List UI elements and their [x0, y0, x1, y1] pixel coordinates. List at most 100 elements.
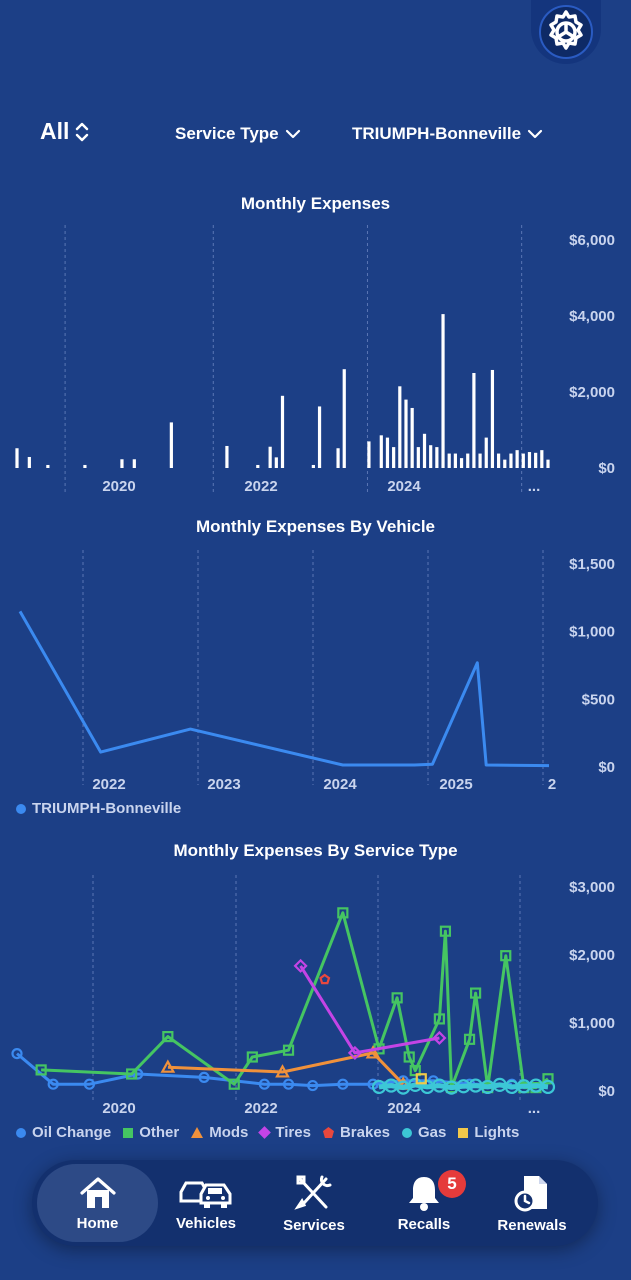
- bar: [317, 406, 322, 468]
- series-line: [18, 610, 550, 768]
- x-tick-label: 2020: [102, 478, 135, 495]
- bar: [540, 450, 544, 468]
- by-vehicle-title: Monthly Expenses By Vehicle: [195, 517, 436, 536]
- series-line: [299, 965, 440, 1055]
- bar: [120, 459, 124, 468]
- data-point: [337, 907, 349, 919]
- bar: [515, 450, 519, 468]
- legend-marker: [458, 1127, 469, 1138]
- legend-marker: [258, 1126, 272, 1139]
- data-point: [409, 1065, 421, 1077]
- period-label: All: [40, 118, 70, 144]
- bar: [342, 369, 346, 468]
- data-point: [365, 1045, 381, 1059]
- tab-recalls-label: Recalls: [397, 1215, 451, 1233]
- vehicle-label: TRIUMPH-Bonneville: [352, 124, 522, 143]
- service-type-dropdown[interactable]: Service Type: [175, 124, 301, 144]
- data-point: [258, 1078, 270, 1090]
- data-point: [415, 1073, 427, 1085]
- data-point: [162, 1031, 174, 1043]
- bar: [15, 448, 19, 468]
- bar: [280, 395, 285, 468]
- settings-button[interactable]: [531, 0, 601, 64]
- bell-icon: [409, 1176, 439, 1211]
- vehicle-dropdown[interactable]: TRIUMPH-Bonneville: [352, 124, 543, 144]
- bar: [497, 453, 501, 468]
- x-tick-label: 2024: [387, 478, 421, 495]
- y-tick-label: $2,000: [569, 384, 615, 401]
- bar: [429, 445, 433, 468]
- data-point: [540, 1079, 556, 1095]
- x-tick-label: ...: [528, 1100, 541, 1117]
- x-tick-label: 2024: [387, 1100, 421, 1117]
- tab-home[interactable]: Home: [37, 1164, 158, 1242]
- period-selector[interactable]: All: [40, 118, 89, 145]
- tab-recalls[interactable]: Recalls 5: [384, 1164, 466, 1242]
- y-tick-label: $500: [582, 691, 615, 708]
- y-tick-label: $1,500: [569, 556, 615, 573]
- data-point: [403, 1051, 415, 1063]
- legend-item: Lights: [458, 1124, 519, 1141]
- by-vehicle-chart: $0 $500 $1,000 $1,500 2022 2023 2024 2025 2: [18, 550, 615, 793]
- legend-label: Tires: [275, 1124, 311, 1141]
- data-point: [282, 1044, 295, 1056]
- data-point: [433, 1013, 445, 1025]
- bar: [379, 435, 383, 468]
- bar: [509, 453, 513, 468]
- bar: [466, 453, 470, 468]
- x-tick-label: 2023: [207, 776, 240, 793]
- data-point: [246, 1051, 258, 1063]
- bar: [27, 456, 31, 468]
- tab-services[interactable]: Services: [274, 1164, 354, 1242]
- data-point: [307, 1079, 319, 1092]
- y-tick-label: $3,000: [569, 879, 615, 896]
- legend-label: Lights: [474, 1124, 520, 1141]
- series-line: [41, 911, 549, 1090]
- legend-label: Gas: [418, 1124, 447, 1141]
- bar: [336, 448, 340, 468]
- data-point: [337, 1078, 349, 1090]
- bar: [268, 446, 272, 468]
- bar: [453, 453, 457, 468]
- y-tick-label: $1,000: [569, 624, 615, 641]
- data-point: [275, 1064, 290, 1078]
- bar: [435, 447, 439, 468]
- x-tick-label: 2022: [244, 478, 277, 495]
- bar: [132, 459, 136, 468]
- data-point: [11, 1048, 23, 1060]
- data-point: [35, 1064, 47, 1076]
- chevron-down-icon: [527, 129, 543, 139]
- series-line: [378, 1082, 549, 1091]
- bar: [367, 441, 371, 468]
- legend-label: Brakes: [339, 1124, 391, 1141]
- bar: [410, 407, 414, 468]
- by-service-title: Monthly Expenses By Service Type: [173, 841, 458, 860]
- legend-item: Gas: [402, 1124, 446, 1141]
- bar: [441, 314, 445, 468]
- legend-item: Brakes: [322, 1124, 391, 1141]
- bar: [404, 399, 408, 468]
- data-point: [319, 973, 331, 985]
- tab-renewals[interactable]: Renewals: [492, 1164, 572, 1242]
- bar: [169, 422, 173, 468]
- data-point: [160, 1059, 176, 1073]
- bar: [546, 459, 550, 468]
- legend-marker: [191, 1127, 204, 1138]
- data-point: [198, 1071, 210, 1083]
- legend-marker: [16, 1127, 26, 1138]
- data-point: [469, 987, 482, 999]
- bar: [534, 452, 538, 468]
- bar: [46, 464, 50, 468]
- tab-vehicles-label: Vehicles: [175, 1214, 237, 1232]
- bar: [521, 453, 525, 468]
- legend-label: Mods: [209, 1124, 249, 1141]
- y-tick-label: $2,000: [569, 947, 615, 964]
- data-point: [83, 1078, 96, 1090]
- services-icon: [294, 1175, 332, 1210]
- y-tick-label: $0: [598, 1083, 615, 1100]
- legend-item: Other: [123, 1124, 179, 1141]
- tab-vehicles[interactable]: Vehicles: [166, 1164, 246, 1242]
- renewals-icon: [514, 1175, 547, 1211]
- legend-marker: [123, 1127, 134, 1138]
- y-tick-label: $4,000: [569, 308, 615, 325]
